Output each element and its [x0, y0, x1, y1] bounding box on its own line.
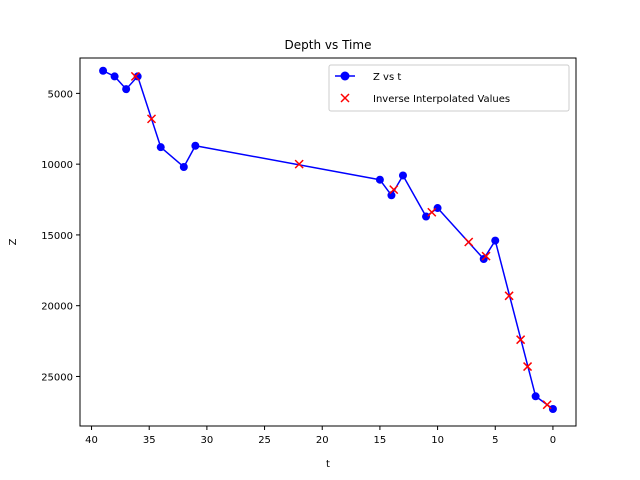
y-tick-label: 25000	[41, 372, 73, 383]
data-point-interpolated	[504, 291, 514, 301]
x-tick-label: 30	[201, 435, 214, 446]
data-point-z-vs-t	[122, 85, 131, 94]
data-point-z-vs-t	[156, 143, 165, 152]
data-point-interpolated	[481, 251, 491, 261]
x-marker-stroke	[516, 335, 526, 345]
y-tick-label: 10000	[41, 160, 73, 171]
data-point-interpolated	[523, 362, 533, 372]
y-axis: 5000 10000 15000 20000 25000	[41, 89, 80, 383]
x-marker-stroke	[130, 71, 140, 81]
data-point-interpolated	[389, 185, 399, 195]
data-point-interpolated	[294, 159, 304, 169]
data-point-interpolated	[464, 237, 474, 247]
x-tick-label: 15	[374, 435, 387, 446]
data-point-z-vs-t	[110, 72, 119, 81]
x-marker-stroke	[481, 251, 491, 261]
x-marker-stroke	[294, 159, 304, 169]
x-marker-stroke	[389, 185, 399, 195]
data-point-z-vs-t	[433, 204, 442, 213]
plot-area	[79, 57, 577, 427]
x-tick-label: 25	[258, 435, 271, 446]
legend-box	[328, 64, 570, 112]
y-tick-label: 5000	[48, 89, 73, 100]
data-point-z-vs-t	[191, 141, 200, 150]
legend-label-z-vs-t: Z vs t	[373, 72, 401, 83]
data-point-interpolated	[516, 335, 526, 345]
data-point-z-vs-t	[491, 236, 500, 245]
x-marker-stroke	[504, 291, 514, 301]
data-point-interpolated	[427, 207, 437, 217]
x-marker-stroke	[542, 400, 552, 410]
x-marker-stroke	[427, 207, 437, 217]
legend-marker-interpolated	[340, 93, 350, 103]
data-point-z-vs-t	[548, 405, 557, 414]
y-tick-label: 20000	[41, 302, 73, 313]
data-point-z-vs-t	[179, 162, 188, 171]
data-point-interpolated	[542, 400, 552, 410]
y-axis-label: Z	[8, 238, 19, 245]
x-tick-label: 35	[143, 435, 156, 446]
series-line-z-vs-t	[102, 70, 554, 410]
x-axis: 40 35 30 25 20 15 10 5 0	[85, 426, 556, 446]
legend-label-interpolated: Inverse Interpolated Values	[373, 94, 510, 105]
x-marker-stroke	[523, 362, 533, 372]
x-tick-label: 20	[316, 435, 329, 446]
data-point-z-vs-t	[133, 72, 142, 81]
legend: Z vs t Inverse Interpolated Values	[328, 64, 570, 112]
data-point-z-vs-t	[398, 171, 407, 180]
data-point-z-vs-t	[531, 392, 540, 401]
chart-title: Depth vs Time	[285, 38, 372, 52]
x-marker-stroke	[464, 237, 474, 247]
x-marker-stroke	[146, 114, 157, 124]
data-point-z-vs-t	[375, 175, 384, 184]
x-tick-label: 10	[431, 435, 444, 446]
data-point-interpolated	[146, 114, 157, 124]
plot-frame	[79, 57, 577, 427]
x-axis-label: t	[326, 459, 330, 470]
x-tick-label: 5	[492, 435, 498, 446]
x-tick-label: 0	[550, 435, 556, 446]
data-point-z-vs-t	[422, 212, 431, 221]
data-point-z-vs-t	[99, 66, 108, 75]
x-tick-label: 40	[85, 435, 98, 446]
y-tick-label: 15000	[41, 231, 73, 242]
data-point-interpolated	[130, 71, 140, 81]
legend-marker-z-vs-t	[340, 71, 350, 81]
